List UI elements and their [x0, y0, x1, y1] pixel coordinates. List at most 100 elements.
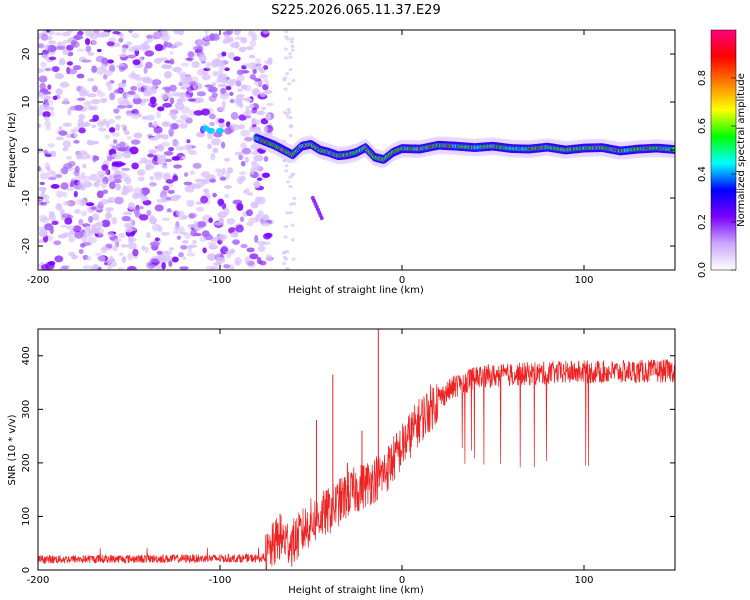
noise-blob: [108, 127, 116, 133]
noise-blob: [238, 46, 247, 53]
noise-blob: [263, 156, 269, 162]
noise-blob: [144, 50, 155, 57]
noise-blob: [198, 54, 207, 62]
noise-blob: [255, 63, 262, 67]
noise-blob: [220, 245, 228, 254]
noise-blob: [153, 154, 158, 162]
noise-blob: [291, 172, 296, 176]
noise-blob: [154, 204, 164, 212]
noise-blob: [171, 156, 181, 161]
noise-blob: [217, 211, 227, 219]
noise-blob: [147, 153, 155, 158]
noise-blob: [232, 239, 240, 245]
noise-blob: [160, 93, 169, 100]
noise-blob: [48, 30, 55, 36]
noise-blob: [284, 30, 289, 34]
noise-blob: [240, 84, 248, 89]
noise-blob: [289, 124, 294, 128]
noise-blob: [117, 97, 126, 106]
noise-blob: [253, 154, 264, 162]
noise-blob: [219, 234, 226, 242]
noise-blob: [90, 206, 97, 211]
noise-blob: [69, 129, 76, 134]
noise-blob: [78, 127, 86, 134]
noise-blob: [85, 225, 91, 232]
noise-blob: [217, 83, 228, 88]
noise-blob: [47, 44, 56, 53]
noise-blob: [119, 32, 125, 37]
noise-blob: [220, 87, 227, 94]
spectrogram-x-tick-label: -100: [209, 275, 232, 286]
noise-blob: [145, 78, 153, 84]
noise-blob: [127, 104, 132, 109]
noise-blob: [205, 61, 211, 70]
noise-blob: [282, 251, 287, 255]
feature-blob: [201, 125, 210, 132]
noise-blob: [85, 45, 92, 53]
noise-blob: [172, 230, 179, 234]
noise-blob: [38, 32, 41, 40]
noise-blob: [131, 45, 142, 51]
noise-blob: [260, 222, 271, 227]
spectrogram-y-tick-label: -10: [21, 190, 32, 206]
noise-blob: [59, 81, 70, 88]
noise-blob: [91, 65, 98, 73]
noise-blob: [161, 164, 168, 169]
noise-blob: [45, 166, 51, 171]
noise-blob: [147, 133, 153, 138]
noise-blob: [245, 105, 250, 112]
noise-blob: [256, 177, 263, 181]
noise-blob: [121, 47, 127, 54]
noise-blob: [230, 231, 239, 238]
noise-blob: [185, 144, 192, 152]
noise-blob: [55, 45, 66, 51]
noise-blob: [143, 85, 151, 90]
noise-blob: [44, 119, 52, 128]
noise-blob: [181, 231, 188, 236]
noise-blob: [239, 171, 246, 176]
noise-blob: [261, 106, 267, 111]
noise-blob: [226, 30, 234, 35]
noise-blob: [151, 223, 162, 232]
noise-blob: [47, 143, 55, 148]
noise-blob: [283, 76, 288, 80]
noise-blob: [62, 146, 69, 152]
noise-blob: [156, 111, 162, 119]
noise-blob: [257, 245, 266, 252]
noise-blob: [292, 202, 297, 206]
noise-blob: [51, 65, 60, 73]
noise-blob: [83, 100, 92, 106]
noise-blob: [187, 51, 195, 58]
noise-blob: [59, 208, 65, 216]
noise-blob: [187, 245, 193, 253]
noise-blob: [231, 124, 241, 131]
noise-blob: [244, 156, 249, 163]
noise-blob: [218, 217, 225, 223]
noise-blob: [259, 91, 267, 98]
noise-blob: [285, 37, 290, 41]
noise-blob: [216, 256, 226, 264]
noise-blob: [149, 136, 159, 141]
noise-blob: [141, 245, 146, 251]
snr-y-tick-label: 100: [21, 507, 32, 526]
noise-blob: [127, 242, 137, 250]
noise-blob: [105, 81, 112, 87]
noise-blob: [102, 246, 108, 251]
noise-blob: [143, 66, 148, 74]
noise-blob: [69, 105, 80, 111]
noise-blob: [161, 217, 171, 221]
noise-blob: [61, 232, 72, 238]
noise-blob: [145, 61, 153, 69]
noise-blob: [157, 106, 165, 112]
noise-blob: [153, 120, 158, 128]
noise-blob: [101, 31, 110, 38]
noise-blob: [133, 207, 140, 215]
noise-blob: [174, 102, 185, 111]
noise-blob: [290, 238, 295, 242]
noise-blob: [106, 211, 112, 218]
noise-blob: [215, 78, 224, 84]
noise-blob: [120, 244, 128, 248]
noise-blob: [131, 192, 141, 200]
noise-blob: [127, 252, 134, 261]
noise-blob: [97, 48, 102, 53]
